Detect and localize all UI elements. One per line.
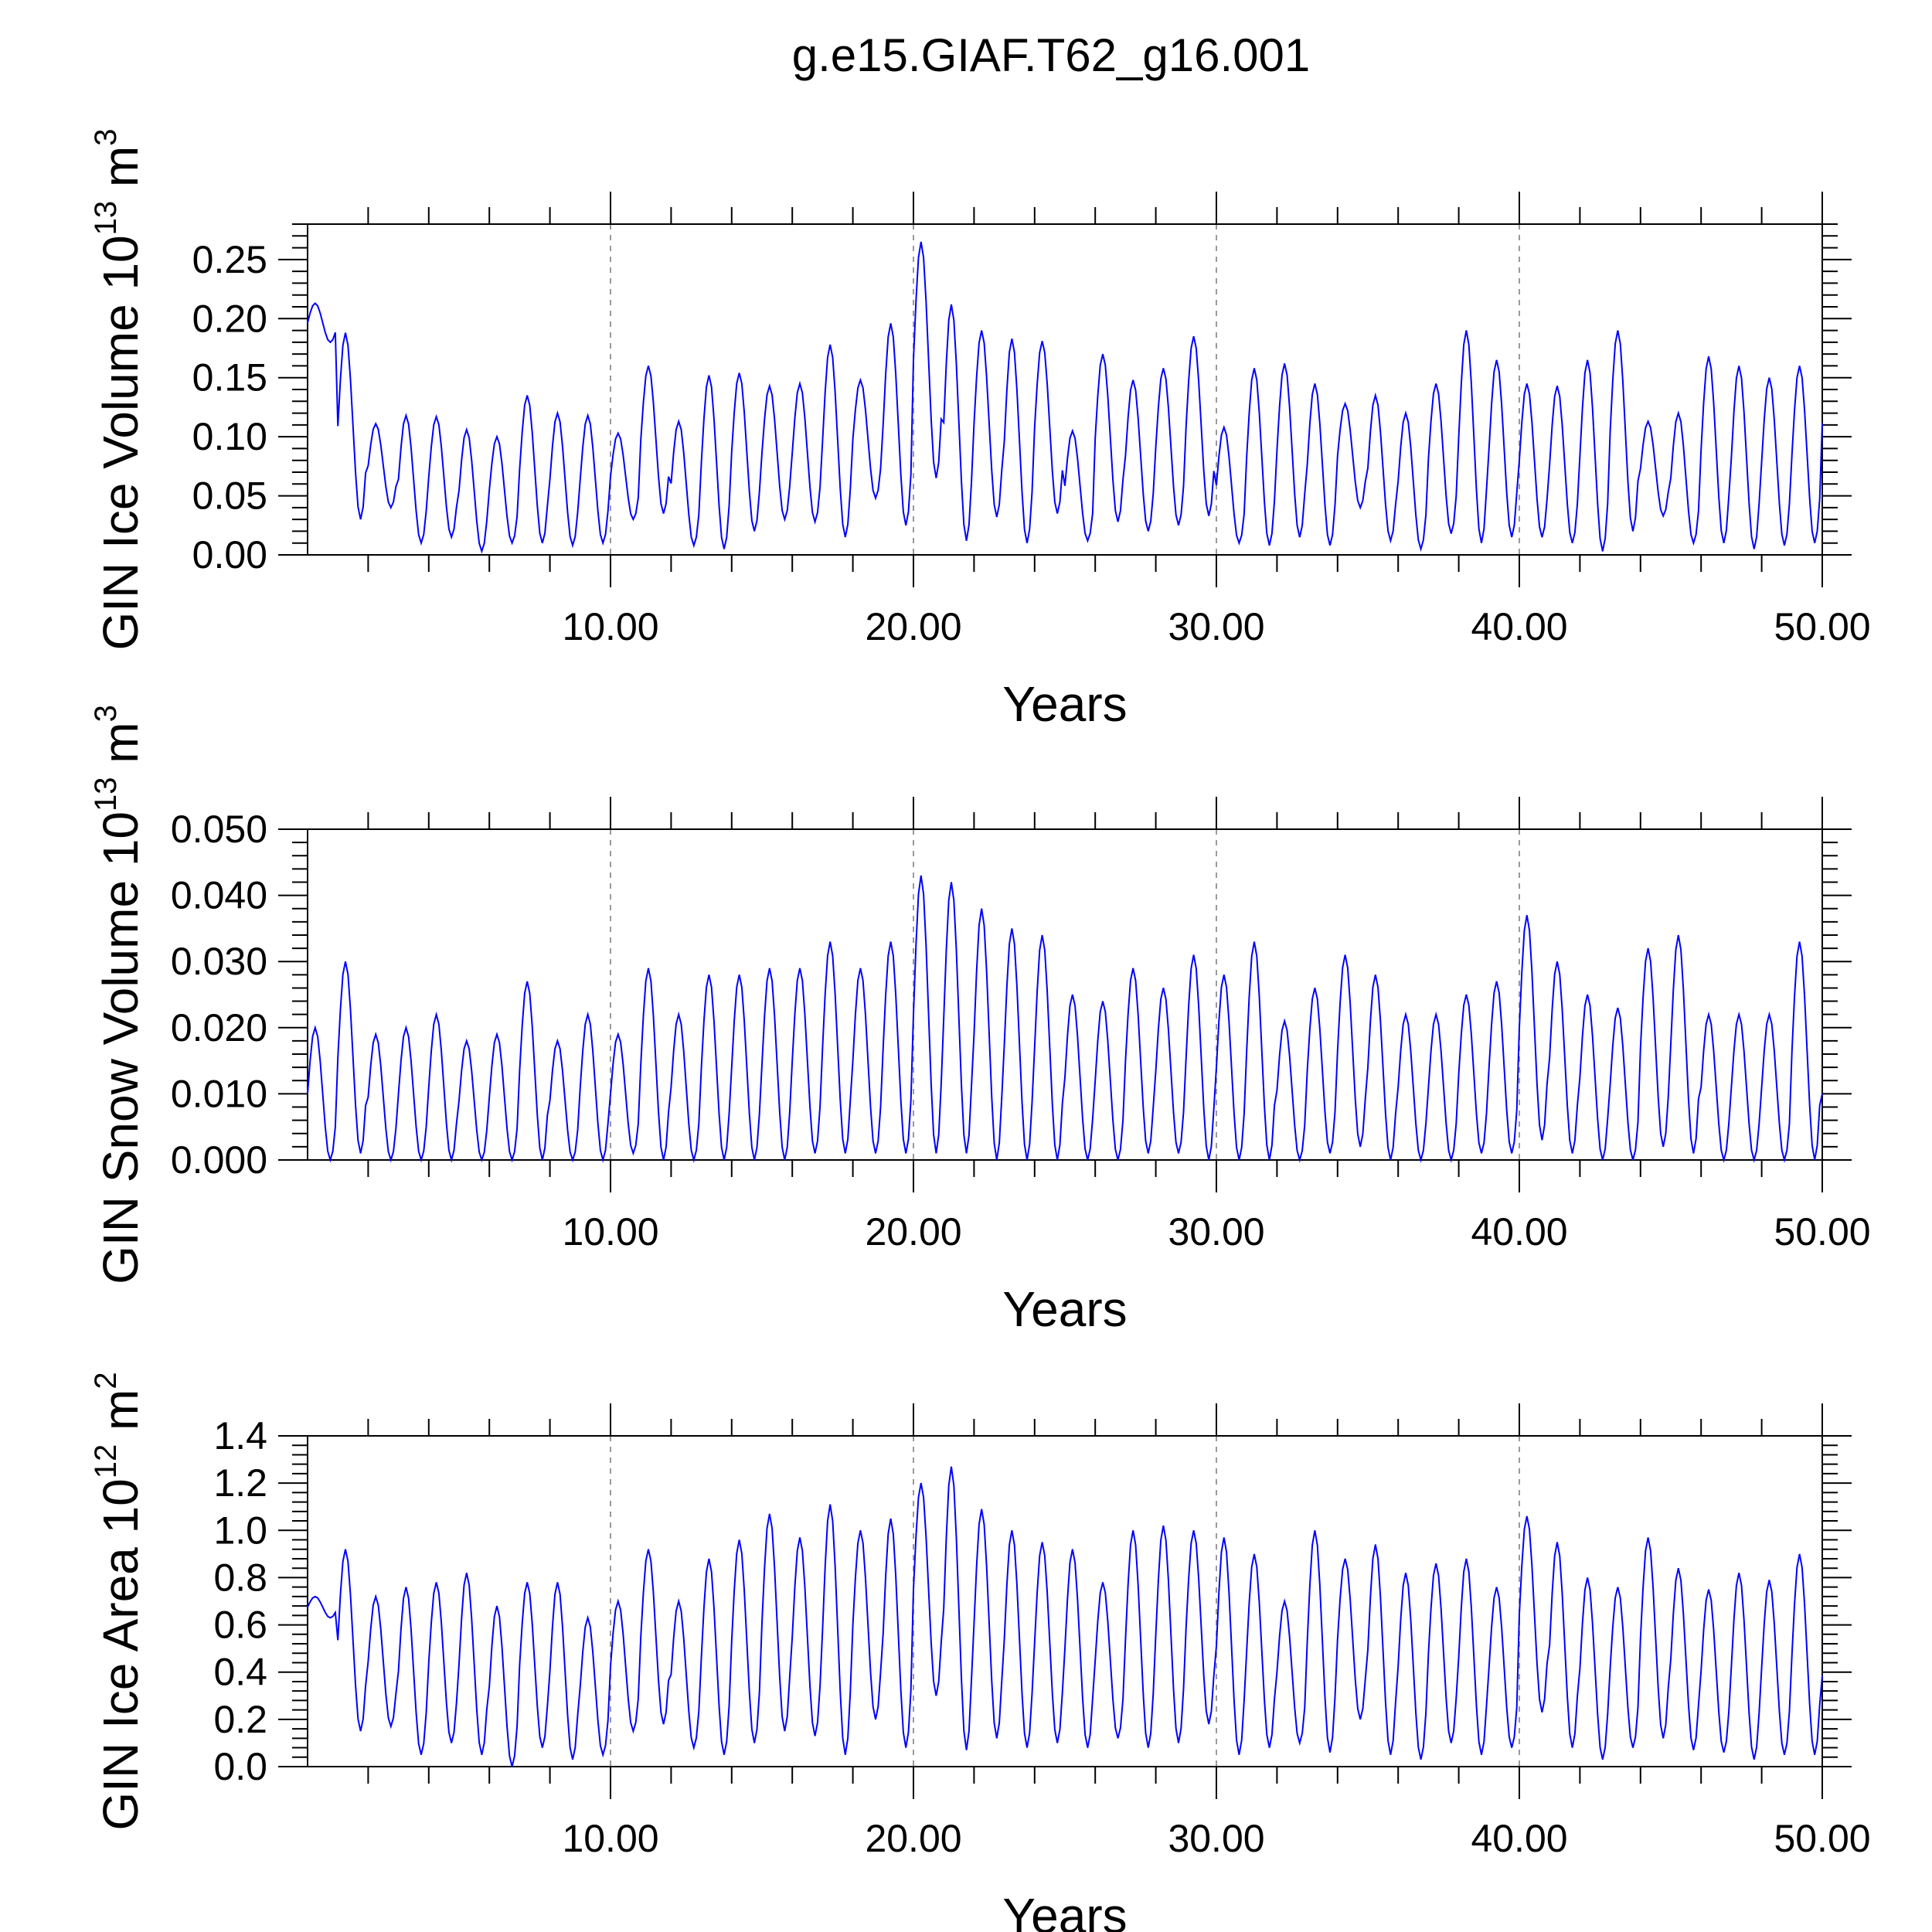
data-line	[307, 241, 1823, 554]
y-tick-label: 0.030	[171, 940, 267, 983]
y-tick-label: 0.20	[192, 297, 267, 340]
x-tick-label: 10.00	[562, 1210, 658, 1253]
y-tick-label: 0.020	[171, 1006, 267, 1049]
x-tick-label: 30.00	[1168, 1817, 1264, 1860]
x-axis-label: Years	[1002, 1281, 1127, 1337]
x-tick-label: 10.00	[562, 1817, 658, 1860]
plot-frame	[307, 828, 1823, 1161]
data-line	[307, 1466, 1823, 1767]
y-tick-label: 0.8	[213, 1556, 267, 1599]
data-line	[307, 875, 1823, 1163]
x-tick-label: 50.00	[1774, 1210, 1870, 1253]
y-axis-label: GIN Ice Volume 1013 m3	[89, 129, 148, 651]
y-tick-label: 0.4	[213, 1651, 267, 1694]
y-tick-label: 1.0	[213, 1509, 267, 1552]
y-tick-label: 1.4	[213, 1414, 267, 1458]
snow-volume-panel: 0.000 0.010 0.020 0.030 0.040 0.050 10.00 20.00…	[89, 705, 1871, 1337]
x-tick-label: 30.00	[1168, 605, 1264, 648]
plot-frame	[307, 223, 1823, 556]
x-tick-label: 20.00	[865, 1210, 961, 1253]
x-tick-label: 10.00	[562, 605, 658, 648]
y-tick-label: 0.010	[171, 1072, 267, 1115]
x-tick-label: 30.00	[1168, 1210, 1264, 1253]
x-tick-label: 20.00	[865, 1817, 961, 1860]
ice-area-panel: 0.00.20.40.6 0.81.01.21.4 10.00 20.00 30.00 4…	[89, 1372, 1871, 1932]
y-tick-label: 0.15	[192, 356, 267, 400]
x-tick-label: 50.00	[1774, 605, 1870, 648]
y-tick-label: 0.05	[192, 474, 267, 518]
figure-title: g.e15.GIAF.T62_g16.001	[792, 29, 1311, 81]
plot-frame	[307, 1435, 1823, 1767]
y-tick-label: 0.00	[192, 533, 267, 577]
x-tick-label: 40.00	[1471, 1817, 1567, 1860]
y-axis-label: GIN Ice Area 1012 m2	[89, 1372, 148, 1830]
y-tick-label: 0.040	[171, 874, 267, 917]
x-axis-label: Years	[1002, 1888, 1127, 1932]
y-tick-label: 0.25	[192, 238, 267, 281]
y-axis-label: GIN Snow Volume 1013 m3	[89, 705, 148, 1284]
y-tick-label: 0.000	[171, 1138, 267, 1182]
y-tick-label: 0.6	[213, 1604, 267, 1647]
x-tick-label: 40.00	[1471, 1210, 1567, 1253]
x-tick-label: 40.00	[1471, 605, 1567, 648]
x-axis-label: Years	[1002, 676, 1127, 732]
ice-volume-panel: 0.00 0.05 0.10 0.15 0.20 0.25 10.00 20.00 30.00 4…	[89, 129, 1871, 733]
y-tick-label: 0.0	[213, 1745, 267, 1788]
x-tick-label: 50.00	[1774, 1817, 1870, 1860]
x-tick-label: 20.00	[865, 605, 961, 648]
y-tick-label: 0.10	[192, 415, 267, 458]
y-tick-label: 1.2	[213, 1461, 267, 1505]
y-tick-label: 0.2	[213, 1698, 267, 1741]
y-tick-label: 0.050	[171, 808, 267, 851]
